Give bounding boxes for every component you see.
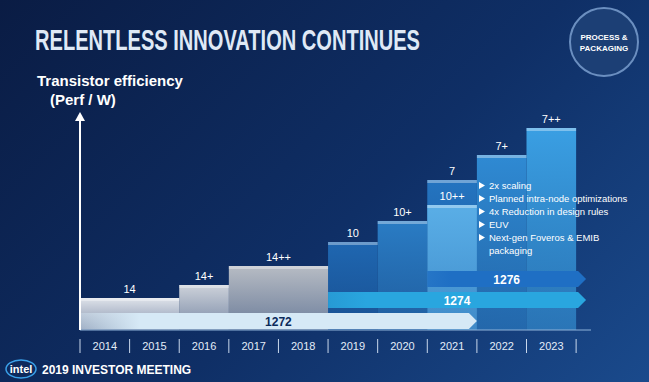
- svg-text:2x scaling: 2x scaling: [489, 180, 531, 191]
- svg-text:Transistor efficiency: Transistor efficiency: [37, 72, 184, 89]
- svg-text:intel: intel: [10, 363, 33, 375]
- svg-text:2019: 2019: [341, 340, 365, 352]
- svg-text:10++: 10++: [440, 190, 465, 202]
- svg-text:Planned intra-node optimizatio: Planned intra-node optimizations: [489, 193, 628, 204]
- svg-text:2018: 2018: [291, 340, 315, 352]
- svg-text:10+: 10+: [393, 206, 412, 218]
- svg-text:EUV: EUV: [489, 219, 509, 230]
- svg-text:packaging: packaging: [489, 245, 532, 256]
- svg-text:1274: 1274: [444, 294, 471, 308]
- svg-text:4x Reduction in design rules: 4x Reduction in design rules: [489, 206, 609, 217]
- svg-text:1276: 1276: [493, 273, 520, 287]
- svg-text:7+: 7+: [495, 140, 508, 152]
- svg-text:10: 10: [347, 227, 359, 239]
- svg-text:14: 14: [123, 283, 135, 295]
- svg-text:7: 7: [449, 165, 455, 177]
- svg-text:2021: 2021: [440, 340, 464, 352]
- svg-text:2023: 2023: [539, 340, 563, 352]
- svg-text:2017: 2017: [241, 340, 265, 352]
- svg-text:(Perf / W): (Perf / W): [50, 91, 116, 108]
- svg-text:1272: 1272: [265, 315, 292, 329]
- svg-text:PACKAGING: PACKAGING: [580, 44, 628, 53]
- svg-text:2014: 2014: [93, 340, 117, 352]
- svg-text:2016: 2016: [192, 340, 216, 352]
- svg-text:2020: 2020: [390, 340, 414, 352]
- svg-text:2015: 2015: [142, 340, 166, 352]
- svg-text:14++: 14++: [266, 251, 291, 263]
- svg-text:PROCESS &: PROCESS &: [580, 33, 627, 42]
- svg-text:2019 INVESTOR MEETING: 2019 INVESTOR MEETING: [42, 363, 191, 377]
- svg-text:Next-gen Foveros & EMIB: Next-gen Foveros & EMIB: [489, 232, 599, 243]
- svg-text:2022: 2022: [489, 340, 513, 352]
- svg-text:RELENTLESS INNOVATION CONTINUE: RELENTLESS INNOVATION CONTINUES: [35, 23, 420, 56]
- svg-text:7++: 7++: [542, 113, 561, 125]
- svg-text:14+: 14+: [195, 270, 214, 282]
